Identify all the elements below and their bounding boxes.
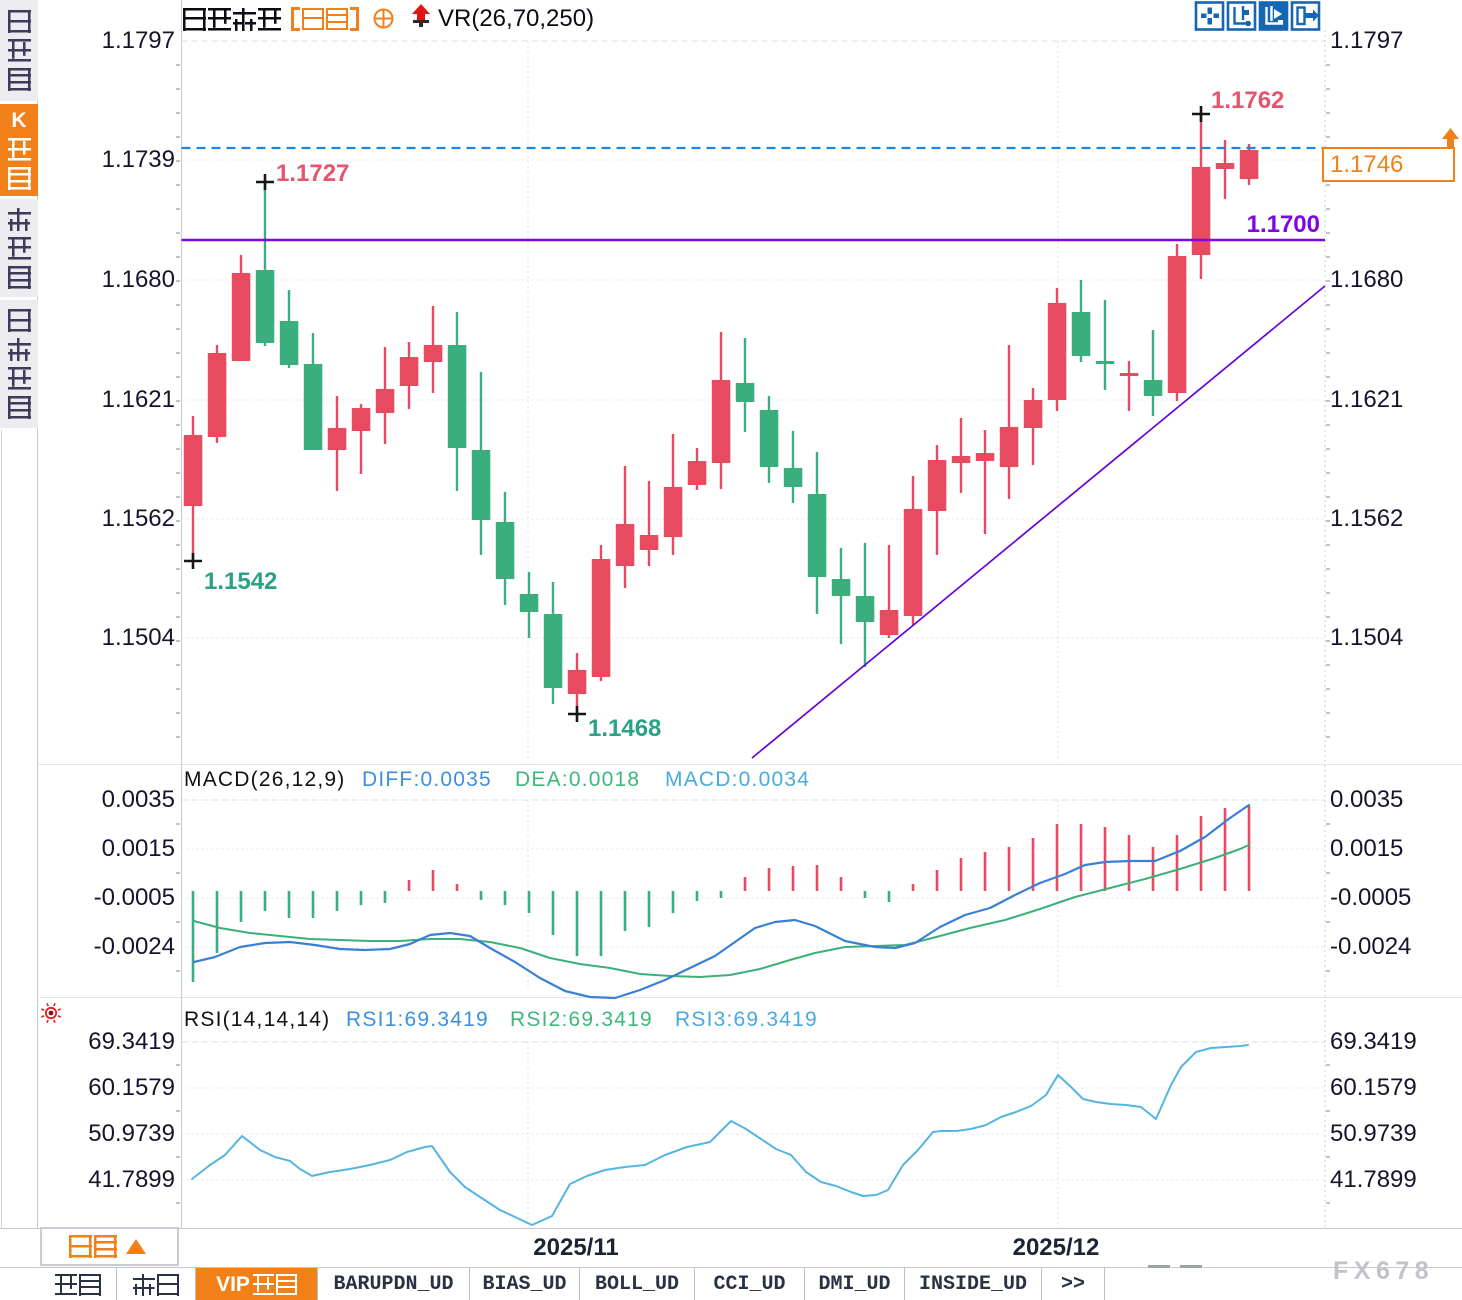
svg-text:1.1762: 1.1762 <box>1211 87 1284 114</box>
svg-text:1.1542: 1.1542 <box>204 568 277 595</box>
svg-text:1.1727: 1.1727 <box>276 160 349 187</box>
svg-text:1.1468: 1.1468 <box>588 715 661 742</box>
svg-text:1.1700: 1.1700 <box>1247 211 1320 238</box>
